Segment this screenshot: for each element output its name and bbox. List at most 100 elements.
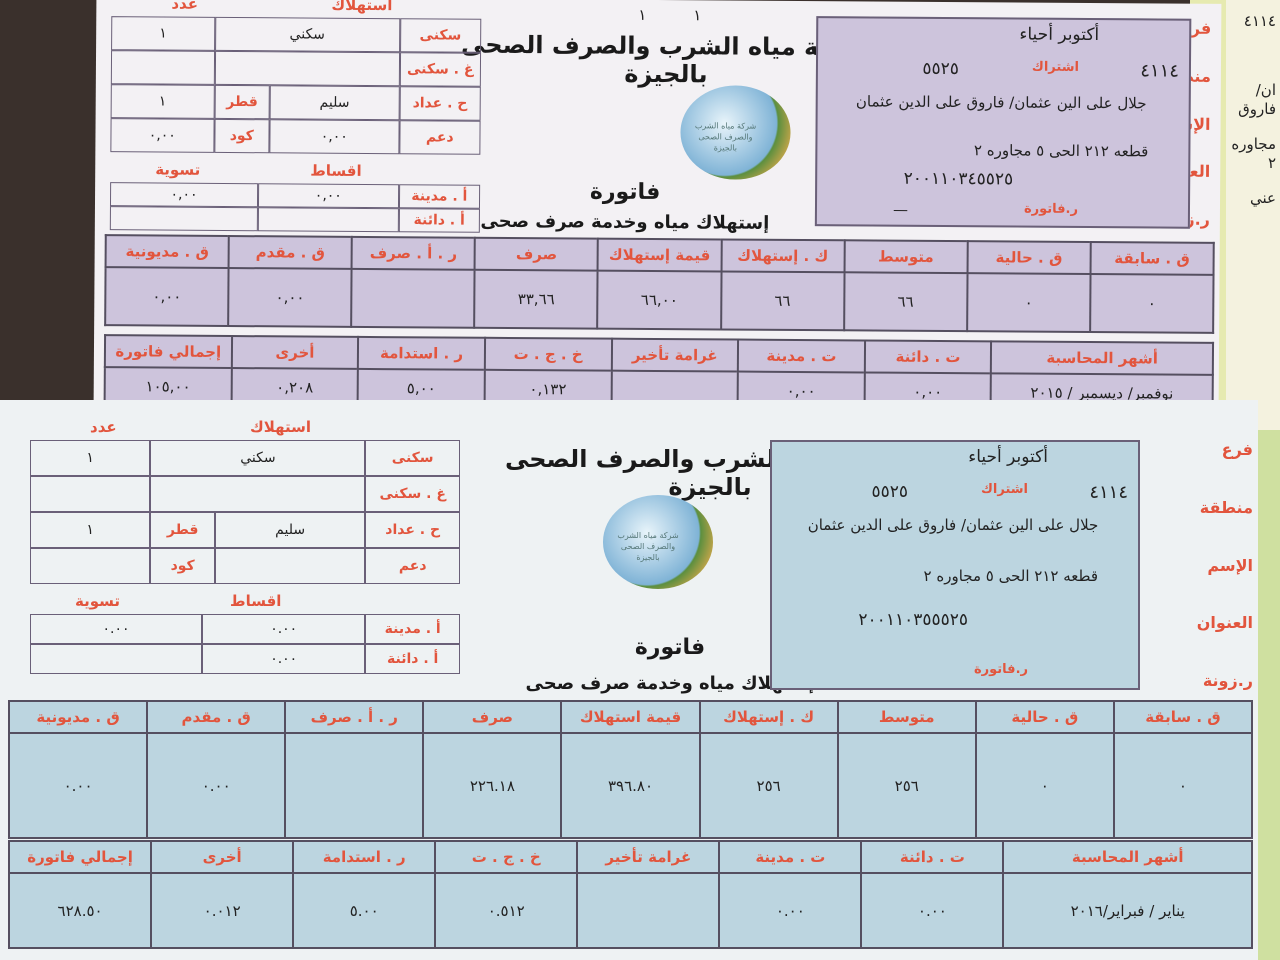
doc-subtitle: إستهلاك مياه وخدمة صرف صحى bbox=[480, 210, 770, 234]
table-cell bbox=[284, 732, 425, 839]
meter-count: ١ bbox=[30, 512, 151, 548]
column-header: متوسط bbox=[844, 240, 968, 274]
support-value bbox=[214, 548, 366, 584]
table-cell bbox=[351, 268, 475, 328]
table-cell: ٠.٠٠ bbox=[718, 872, 863, 949]
credit-label: أ . دائنة bbox=[398, 208, 480, 233]
column-header: أخرى bbox=[150, 840, 295, 874]
debit-installments: ٠.٠٠ bbox=[202, 614, 366, 644]
table-cell: يناير / فبراير/٢٠١٦ bbox=[1002, 872, 1253, 949]
table-cell: ٦٦,٠٠ bbox=[597, 270, 722, 330]
name-label: الإسم bbox=[1207, 555, 1253, 575]
table-cell: ٦٢٨.٥٠ bbox=[7, 872, 153, 949]
column-header: ت . دائنة bbox=[864, 340, 992, 374]
branch-label: فرع bbox=[1221, 440, 1253, 459]
zone-label: ر.زونة bbox=[1202, 671, 1253, 690]
column-header: ر . أ . صرف bbox=[351, 236, 476, 270]
credit-label: أ . دائنة bbox=[365, 644, 460, 674]
usage-count: ١ bbox=[30, 440, 151, 476]
zone-value: ٢٠٠١١٠٣٤٥٥٢٥ bbox=[903, 168, 1014, 190]
table-cell: ٠ bbox=[966, 273, 1091, 333]
column-header: ت . دائنة bbox=[860, 840, 1005, 874]
table-cell: ٢٢٦.١٨ bbox=[422, 732, 563, 839]
column-header: متوسط bbox=[836, 700, 977, 734]
installments-header: اقساط bbox=[230, 592, 282, 610]
usage-label: غ . سكنى bbox=[365, 476, 460, 512]
side-area: ٤١١٤ bbox=[1243, 12, 1276, 30]
diameter-label: قطر bbox=[150, 512, 215, 548]
usage-count bbox=[110, 50, 215, 85]
usage-label: غ . سكنى bbox=[399, 52, 482, 87]
column-header: خ . ج . ت bbox=[484, 337, 612, 371]
code-label: كود bbox=[213, 118, 270, 154]
table-cell: ٠.٠٠ bbox=[146, 732, 287, 839]
customer-info-box: أكتوبر أحياء ٤١١٤ اشتراك ٥٥٢٥ جلال على الين … bbox=[814, 16, 1192, 229]
table-cell: ٠.٠١٢ bbox=[150, 872, 295, 949]
column-header: غرامة تأخير bbox=[576, 840, 721, 874]
count-header: عدد bbox=[171, 0, 199, 13]
diameter-label: قطر bbox=[214, 84, 270, 120]
column-header: صرف bbox=[422, 700, 563, 734]
logo-caption: شركة مياه الشرب والصرف الصحى بالجيزة bbox=[694, 121, 757, 153]
invoice-value: — bbox=[892, 200, 909, 219]
count-header: عدد bbox=[90, 418, 117, 436]
area-value: ٤١١٤ bbox=[1140, 60, 1180, 82]
bill-jan-feb-2016: شركة مياه الشرب والصرف الصحى بالجيزة شركة… bbox=[0, 400, 1258, 960]
column-header: قيمة إستهلاك bbox=[597, 238, 722, 272]
column-header: ق . مديونية bbox=[105, 235, 229, 269]
column-header: ق . مقدم bbox=[146, 700, 287, 734]
column-header: ق . حالية bbox=[974, 700, 1115, 734]
table-cell bbox=[576, 872, 721, 949]
usage-label: سكنى bbox=[399, 18, 482, 53]
branch-value: أكتوبر أحياء bbox=[1019, 24, 1100, 46]
column-header: ر . استدامة bbox=[358, 336, 485, 370]
meter-label: ح . عداد bbox=[365, 512, 460, 548]
settlement-header: تسوية bbox=[75, 592, 121, 610]
table-cell: ٠.٠٠ bbox=[7, 732, 149, 839]
meter-status: سليم bbox=[269, 85, 400, 121]
doc-title: فاتورة bbox=[589, 179, 661, 206]
doc-title: فاتورة bbox=[634, 635, 706, 660]
table-cell: ٠.٠٠ bbox=[860, 872, 1005, 949]
area-label: منطقة bbox=[1199, 497, 1253, 517]
column-header: غرامة تأخير bbox=[611, 338, 739, 372]
company-logo bbox=[603, 495, 713, 589]
column-header: ق . سابقة bbox=[1090, 242, 1214, 275]
support-label: دعم bbox=[365, 548, 460, 584]
code-label: كود bbox=[150, 548, 215, 584]
area-value: ٤١١٤ bbox=[1089, 482, 1128, 503]
column-header: خ . ج . ت bbox=[434, 840, 579, 874]
consumption-table: ق . سابقة ق . حالية متوسط ك . إستهلاك قيمة ا… bbox=[7, 700, 1254, 839]
credit-settlement bbox=[30, 644, 202, 674]
meter-count: ١ bbox=[110, 84, 215, 119]
usage-consumption bbox=[150, 476, 366, 512]
usage-count: ١ bbox=[111, 16, 215, 51]
debit-installments: ٠,٠٠ bbox=[257, 183, 399, 209]
table-cell: ٠ bbox=[1112, 732, 1254, 839]
debit-label: أ . مدينة bbox=[398, 184, 481, 209]
logo-caption: شركة مياه الشرب والصرف الصحى بالجيزة bbox=[617, 531, 679, 562]
customer-name: جلال على الين عثمان/ فاروق على الدين عثم… bbox=[855, 92, 1147, 113]
column-header: إجمالي فاتورة bbox=[7, 840, 153, 874]
credit-installments: ٠.٠٠ bbox=[202, 644, 366, 674]
credit-settlement bbox=[109, 206, 258, 232]
address-value: قطعه ٢١٢ الحى ٥ مجاوره ٢ bbox=[973, 141, 1149, 161]
address-label: العنوان bbox=[1196, 613, 1253, 633]
usage-grid: ١ سكني سكنى غ . سكنى ١ قطر سليم ح . عداد ٠,٠٠ كود… bbox=[110, 16, 482, 155]
side-type: عني bbox=[1250, 189, 1276, 207]
column-header: صرف bbox=[474, 237, 599, 271]
column-header: ق . مقدم bbox=[228, 236, 353, 269]
column-header: ت . مدينة bbox=[718, 840, 863, 874]
address-value: قطعه ٢١٢ الحى ٥ مجاوره ٢ bbox=[923, 567, 1098, 585]
table-cell: ٢٥٦ bbox=[836, 732, 977, 839]
debit-settlement: ٠,٠٠ bbox=[109, 182, 259, 208]
subscription-value: ٥٥٢٥ bbox=[922, 58, 960, 80]
usage-count bbox=[30, 476, 151, 512]
partial-third-bill: ٤١١٤ ان/ فاروق مجاوره ٢ عني bbox=[1226, 0, 1280, 430]
support-value: ٠,٠٠ bbox=[269, 119, 400, 155]
right-field-labels: فرع منطقة الإسم العنوان ر.زونة bbox=[1163, 440, 1253, 690]
column-header: إجمالي فاتورة bbox=[104, 335, 232, 369]
table-cell: ٠,٠٠ bbox=[228, 268, 352, 327]
subscription-label: اشتراك bbox=[1031, 59, 1080, 75]
side-name: ان/ فاروق bbox=[1238, 81, 1276, 118]
